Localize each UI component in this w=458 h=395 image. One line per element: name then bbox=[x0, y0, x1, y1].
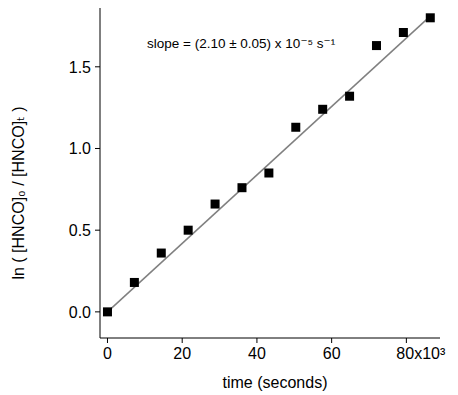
y-tick-label: 0.5 bbox=[69, 222, 91, 239]
data-point bbox=[291, 123, 300, 132]
x-tick-label: 0 bbox=[103, 345, 112, 362]
y-axis-label: ln ( [HNCO]₀ / [HNCO]ₜ ) bbox=[10, 106, 27, 279]
x-tick bbox=[406, 338, 407, 343]
data-point bbox=[426, 13, 435, 22]
data-point bbox=[399, 28, 408, 37]
data-point bbox=[318, 105, 327, 114]
y-tick bbox=[95, 311, 100, 312]
data-point bbox=[157, 249, 166, 258]
data-point bbox=[130, 278, 139, 287]
x-tick-label: 20 bbox=[173, 345, 191, 362]
y-axis bbox=[100, 8, 101, 338]
data-point bbox=[237, 183, 246, 192]
data-point bbox=[264, 169, 273, 178]
x-axis-label: time (seconds) bbox=[223, 374, 328, 391]
x-axis bbox=[100, 338, 440, 339]
data-point bbox=[345, 92, 354, 101]
fit-line bbox=[107, 16, 430, 312]
annotation: slope = (2.10 ± 0.05) x 10⁻⁵ s⁻¹ bbox=[147, 36, 336, 51]
chart: 0 20 40 60 80x10³ 0.0 0.5 1.0 1.5 slope = (2.10 ±… bbox=[0, 0, 458, 395]
x-tick bbox=[331, 338, 332, 343]
data-point bbox=[103, 307, 112, 316]
y-tick-label: 1.0 bbox=[69, 140, 91, 157]
x-tick bbox=[107, 338, 108, 343]
x-tick bbox=[182, 338, 183, 343]
y-tick bbox=[95, 66, 100, 67]
data-point bbox=[184, 226, 193, 235]
x-tick-label: 60 bbox=[323, 345, 341, 362]
y-tick-label: 0.0 bbox=[69, 304, 91, 321]
data-point bbox=[211, 200, 220, 209]
x-tick-label: 80x10³ bbox=[396, 345, 446, 362]
x-tick bbox=[256, 338, 257, 343]
y-tick bbox=[95, 230, 100, 231]
y-tick bbox=[95, 148, 100, 149]
y-tick-label: 1.5 bbox=[69, 59, 91, 76]
plot-marks bbox=[103, 13, 435, 316]
x-tick-label: 40 bbox=[248, 345, 266, 362]
data-point bbox=[372, 41, 381, 50]
